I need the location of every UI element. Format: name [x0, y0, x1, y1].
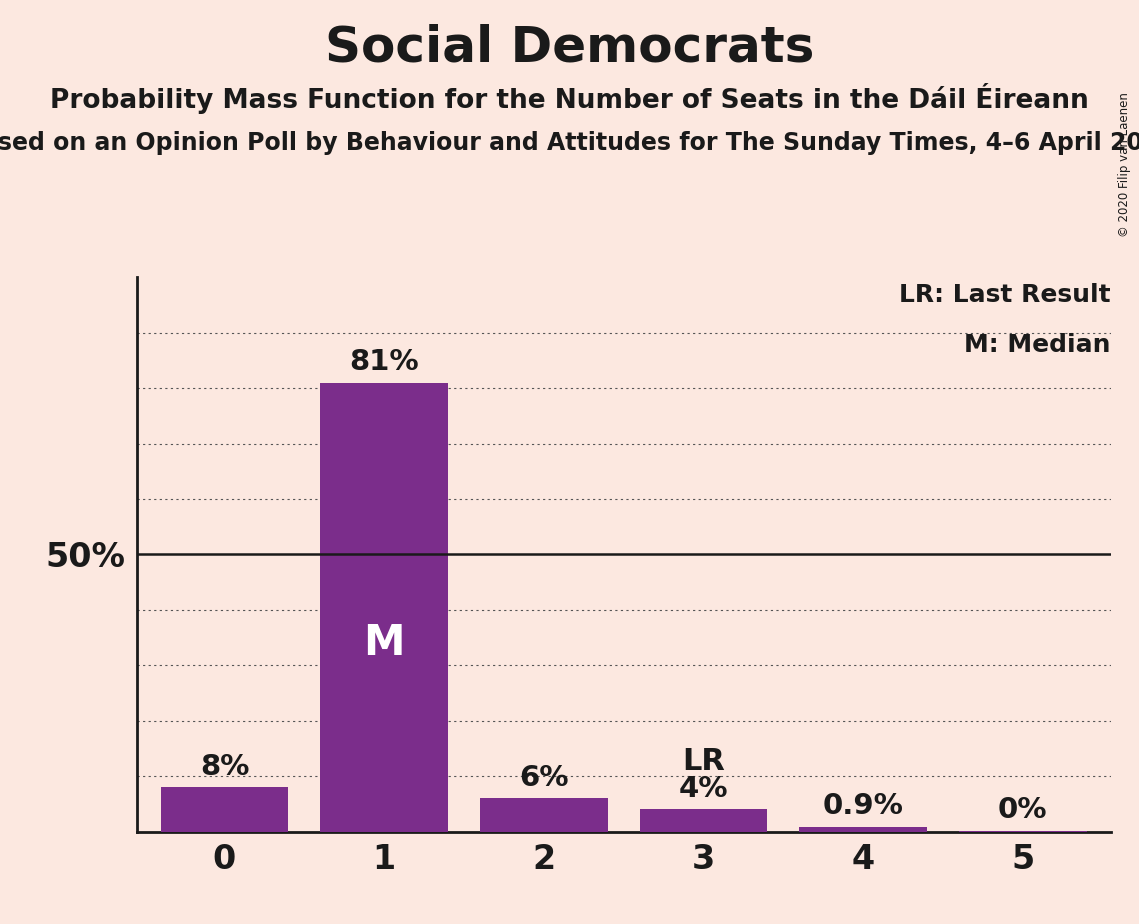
Text: Based on an Opinion Poll by Behaviour and Attitudes for The Sunday Times, 4–6 Ap: Based on an Opinion Poll by Behaviour an…: [0, 131, 1139, 155]
Text: M: Median: M: Median: [964, 333, 1111, 357]
Text: 81%: 81%: [350, 347, 419, 376]
Text: 8%: 8%: [199, 752, 249, 781]
Bar: [480, 798, 607, 832]
Bar: [800, 827, 927, 832]
Bar: [640, 809, 768, 832]
Text: © 2020 Filip van Laenen: © 2020 Filip van Laenen: [1118, 92, 1131, 237]
Text: M: M: [363, 622, 404, 664]
Text: LR: LR: [682, 748, 724, 776]
Text: 0.9%: 0.9%: [822, 792, 903, 820]
Bar: [320, 383, 448, 832]
Text: Probability Mass Function for the Number of Seats in the Dáil Éireann: Probability Mass Function for the Number…: [50, 83, 1089, 115]
Text: Social Democrats: Social Democrats: [325, 23, 814, 71]
Text: 0%: 0%: [998, 796, 1048, 824]
Text: 6%: 6%: [519, 763, 568, 792]
Text: LR: Last Result: LR: Last Result: [899, 283, 1111, 307]
Text: 4%: 4%: [679, 774, 728, 803]
Bar: [161, 787, 288, 832]
